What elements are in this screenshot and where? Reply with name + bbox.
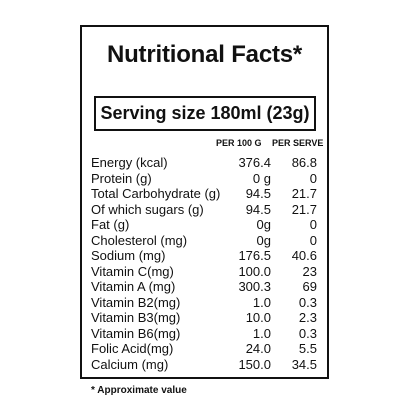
nutrient-name: Vitamin C(mg) (91, 263, 174, 279)
value-per-serve: 2.3 (298, 310, 317, 325)
value-per-serve: 0 (309, 170, 317, 186)
nutrient-name: Of which sugars (g) (91, 201, 204, 217)
column-header-per-serve: PER SERVE (272, 138, 324, 148)
value-per-serve: 86.8 (291, 155, 317, 170)
nutrient-name: Total Carbohydrate (g) (91, 186, 221, 201)
value-per-100g: 0g (256, 232, 271, 248)
value-per-100g: 176.5 (238, 248, 271, 263)
table-row: Sodium (mg) 176.5 40.6 (82, 248, 327, 264)
table-row: Protein (g) 0 g 0 (82, 171, 327, 187)
value-per-serve: 0 (309, 232, 317, 248)
value-per-serve: 23 (302, 263, 317, 279)
value-per-serve: 34.5 (291, 356, 317, 372)
table-row: Of which sugars (g) 94.5 21.7 (82, 202, 327, 218)
value-per-serve: 40.6 (291, 248, 317, 263)
value-per-100g: 24.0 (245, 341, 271, 356)
table-row: Fat (g) 0g 0 (82, 217, 327, 233)
column-header-per-100g: PER 100 G (216, 138, 262, 148)
nutrient-name: Protein (g) (91, 170, 152, 186)
column-headers: PER 100 G PER SERVE (82, 138, 327, 150)
label-title: Nutritional Facts* (106, 41, 303, 68)
value-per-100g: 100.0 (238, 263, 271, 279)
nutrient-table: Energy (kcal) 376.4 86.8 Protein (g) 0 g… (82, 155, 327, 372)
nutrition-facts-label: Nutritional Facts* Serving size 180ml (2… (80, 25, 329, 396)
table-row: Cholesterol (mg) 0g 0 (82, 233, 327, 249)
table-row: Vitamin B2(mg) 1.0 0.3 (82, 295, 327, 311)
value-per-100g: 1.0 (252, 325, 271, 341)
nutrient-name: Sodium (mg) (91, 248, 166, 263)
value-per-100g: 376.4 (238, 155, 271, 170)
table-row: Vitamin B6(mg) 1.0 0.3 (82, 326, 327, 342)
nutrient-name: Fat (g) (91, 217, 130, 232)
nutrient-name: Vitamin B2(mg) (91, 294, 181, 310)
nutrient-name: Vitamin A (mg) (91, 279, 176, 294)
table-row: Energy (kcal) 376.4 86.8 (82, 155, 327, 171)
table-row: Vitamin B3(mg) 10.0 2.3 (82, 310, 327, 326)
serving-size: Serving size 180ml (23g) (94, 96, 316, 131)
nutrient-name: Vitamin B6(mg) (91, 325, 181, 341)
value-per-serve: 69 (302, 279, 317, 294)
value-per-100g: 300.3 (238, 279, 271, 294)
table-row: Vitamin C(mg) 100.0 23 (82, 264, 327, 280)
table-row: Folic Acid(mg) 24.0 5.5 (82, 341, 327, 357)
table-row: Vitamin A (mg) 300.3 69 (82, 279, 327, 295)
nutrient-name: Calcium (mg) (91, 356, 169, 372)
value-per-100g: 0 g (252, 170, 271, 186)
nutrient-name: Energy (kcal) (91, 155, 168, 170)
nutrient-name: Vitamin B3(mg) (91, 310, 181, 325)
value-per-serve: 21.7 (291, 201, 317, 217)
value-per-100g: 94.5 (245, 186, 271, 201)
value-per-100g: 10.0 (245, 310, 271, 325)
value-per-serve: 5.5 (298, 341, 317, 356)
value-per-100g: 150.0 (238, 356, 271, 372)
value-per-100g: 94.5 (245, 201, 271, 217)
nutrient-name: Cholesterol (mg) (91, 232, 188, 248)
value-per-serve: 21.7 (291, 186, 317, 201)
nutrient-name: Folic Acid(mg) (91, 341, 174, 356)
value-per-100g: 1.0 (252, 294, 271, 310)
footnote: * Approximate value (91, 385, 187, 396)
value-per-serve: 0.3 (298, 294, 317, 310)
value-per-serve: 0.3 (298, 325, 317, 341)
value-per-serve: 0 (309, 217, 317, 232)
table-row: Calcium (mg) 150.0 34.5 (82, 357, 327, 373)
table-row: Total Carbohydrate (g) 94.5 21.7 (82, 186, 327, 202)
value-per-100g: 0g (256, 217, 271, 232)
footnote-divider (82, 377, 327, 379)
